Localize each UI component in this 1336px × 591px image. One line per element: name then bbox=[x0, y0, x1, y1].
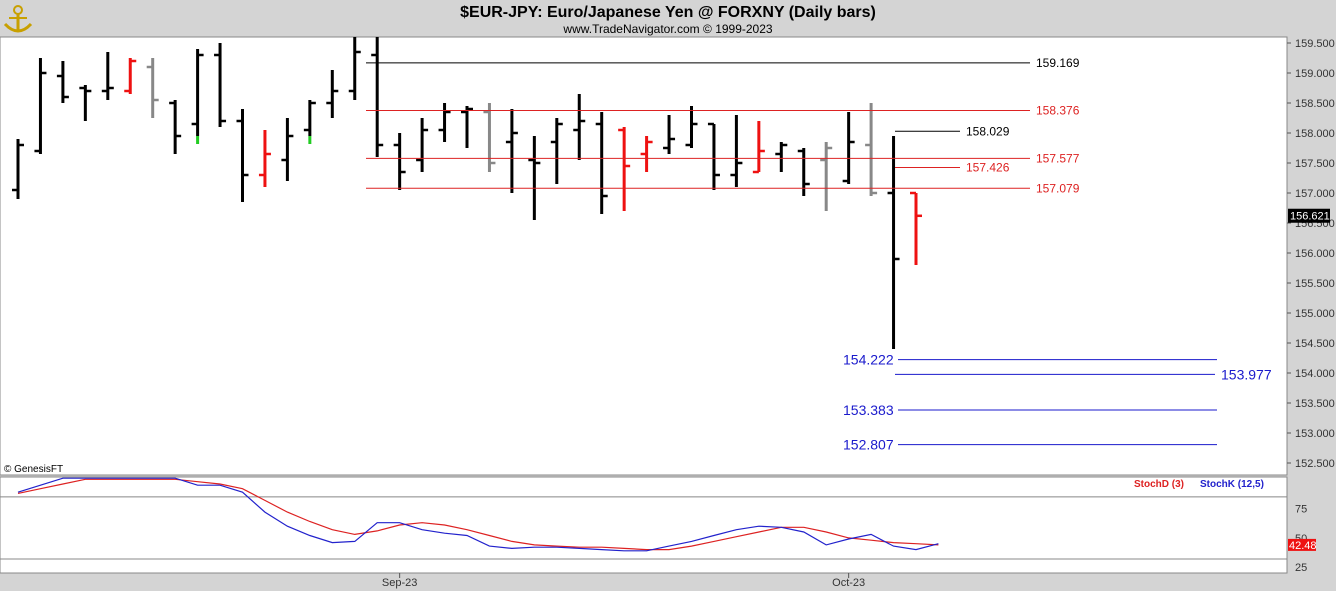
price-tick-label: 157.500 bbox=[1295, 158, 1335, 170]
ohlc-bar bbox=[887, 136, 900, 349]
ohlc-bar bbox=[371, 37, 384, 157]
price-bars bbox=[12, 37, 922, 349]
fib-level-label: 153.383 bbox=[843, 402, 894, 418]
ohlc-bar bbox=[505, 109, 518, 193]
price-tick-label: 153.000 bbox=[1295, 428, 1335, 440]
ohlc-bar bbox=[528, 136, 541, 220]
stoch-tick-label: 75 bbox=[1295, 504, 1307, 516]
price-tick-label: 152.500 bbox=[1295, 458, 1335, 470]
anchor-logo-icon bbox=[3, 5, 33, 33]
fib-level-label: 154.222 bbox=[843, 352, 894, 368]
ohlc-bar bbox=[550, 118, 563, 184]
ohlc-bar bbox=[416, 118, 429, 172]
price-axis: 159.500 159.000 158.500 158.000 157.500 157.0… bbox=[1287, 38, 1335, 470]
stoch-current-box bbox=[1288, 538, 1316, 551]
price-tick-label: 153.500 bbox=[1295, 398, 1335, 410]
ohlc-bar bbox=[124, 58, 137, 94]
ohlc-bar bbox=[752, 121, 765, 174]
price-tick-label: 157.000 bbox=[1295, 188, 1335, 200]
x-axis: Sep-23 Oct-23 bbox=[382, 573, 865, 589]
ohlc-bar bbox=[303, 100, 316, 144]
ohlc-bar bbox=[573, 94, 586, 160]
ohlc-bar bbox=[707, 122, 720, 190]
ohlc-bar bbox=[214, 43, 227, 127]
price-tick-label: 159.000 bbox=[1295, 68, 1335, 80]
stochastic-panel bbox=[0, 476, 1288, 574]
price-tick-label: 155.000 bbox=[1295, 308, 1335, 320]
price-level-label: 158.029 bbox=[966, 124, 1010, 138]
stoch-tick-label: 25 bbox=[1295, 562, 1307, 574]
ohlc-bar bbox=[101, 52, 114, 100]
price-tick-label: 154.500 bbox=[1295, 338, 1335, 350]
ohlc-bar bbox=[258, 130, 271, 187]
price-tick-label: 155.500 bbox=[1295, 278, 1335, 290]
ohlc-bar bbox=[348, 37, 361, 100]
copyright-label: © GenesisFT bbox=[4, 464, 63, 475]
price-level-label: 157.577 bbox=[1036, 151, 1080, 165]
ohlc-bar bbox=[595, 112, 608, 214]
ohlc-bar bbox=[640, 136, 653, 172]
price-levels: 159.169 158.376 158.029 157.577 157.426 157.0… bbox=[366, 56, 1272, 453]
price-level-label: 157.079 bbox=[1036, 181, 1080, 195]
price-panel bbox=[0, 36, 1288, 476]
ohlc-bar bbox=[56, 61, 69, 103]
ohlc-bar bbox=[483, 103, 496, 172]
legend-stochd: StochD (3) bbox=[1134, 479, 1184, 490]
x-tick-label: Sep-23 bbox=[382, 577, 417, 589]
price-tick-label: 154.000 bbox=[1295, 368, 1335, 380]
price-level-label: 157.426 bbox=[966, 160, 1010, 174]
ohlc-bar bbox=[393, 133, 406, 190]
price-tick-label: 158.000 bbox=[1295, 128, 1335, 140]
ohlc-bar bbox=[34, 58, 47, 154]
ohlc-bar bbox=[326, 70, 339, 118]
price-tick-label: 156.000 bbox=[1295, 248, 1335, 260]
x-tick-label: Oct-23 bbox=[832, 577, 865, 589]
last-price-label: 156.621 bbox=[1290, 211, 1330, 223]
chart-title: $EUR-JPY: Euro/Japanese Yen @ FORXNY (Da… bbox=[460, 4, 876, 21]
ohlc-bar bbox=[730, 115, 743, 187]
ohlc-bar bbox=[910, 191, 922, 265]
ohlc-bar bbox=[12, 139, 24, 199]
ohlc-bar bbox=[438, 103, 451, 142]
ohlc-bar bbox=[775, 142, 788, 172]
ohlc-bar bbox=[685, 106, 698, 148]
ohlc-bar bbox=[663, 115, 676, 154]
ohlc-bar bbox=[146, 58, 159, 118]
ohlc-bar bbox=[618, 127, 631, 211]
legend-stochk: StochK (12,5) bbox=[1200, 479, 1264, 490]
fib-level-label: 153.977 bbox=[1221, 366, 1272, 382]
ohlc-bar bbox=[820, 142, 833, 211]
ohlc-bar bbox=[842, 112, 855, 184]
stochd-line bbox=[17, 478, 939, 551]
price-tick-label: 158.500 bbox=[1295, 98, 1335, 110]
last-price-box bbox=[1288, 208, 1330, 223]
stochk-line bbox=[17, 477, 939, 552]
chart-subtitle: www.TradeNavigator.com © 1999-2023 bbox=[562, 22, 772, 36]
ohlc-bar bbox=[79, 85, 92, 121]
price-tick-label: 159.500 bbox=[1295, 38, 1335, 50]
price-level-label: 159.169 bbox=[1036, 56, 1080, 70]
ohlc-bar bbox=[191, 49, 204, 144]
ohlc-bar bbox=[281, 118, 294, 181]
header: $EUR-JPY: Euro/Japanese Yen @ FORXNY (Da… bbox=[3, 4, 876, 36]
ohlc-bar bbox=[461, 106, 473, 148]
fib-level-label: 152.807 bbox=[843, 437, 894, 453]
ohlc-bar bbox=[865, 103, 878, 196]
price-level-label: 158.376 bbox=[1036, 103, 1080, 117]
ohlc-bar bbox=[169, 100, 182, 154]
stochastic-lines bbox=[0, 477, 1287, 560]
ohlc-bar bbox=[236, 109, 249, 202]
stoch-current-label: 42.48 bbox=[1289, 540, 1317, 552]
